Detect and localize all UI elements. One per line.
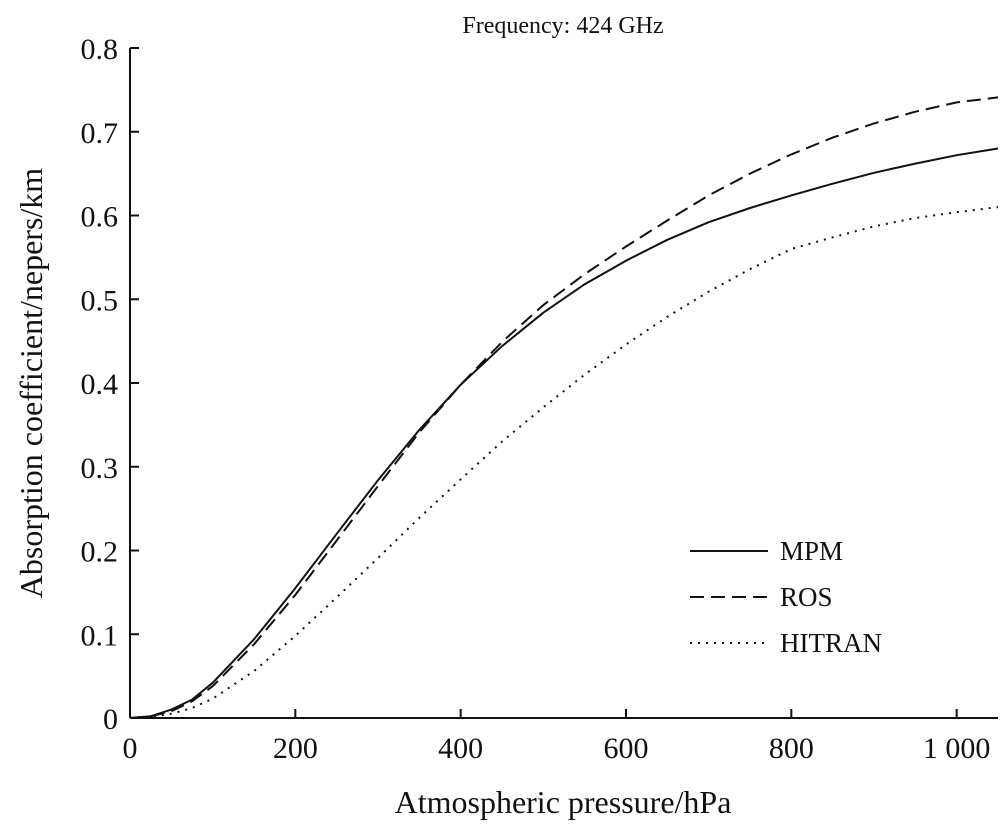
y-tick-label: 0.8 bbox=[81, 33, 119, 66]
x-axis-title: Atmospheric pressure/hPa bbox=[395, 784, 732, 820]
y-axis-title: Absorption coefficient/nepers/km bbox=[13, 168, 49, 599]
x-tick-label: 1 000 bbox=[923, 732, 991, 765]
y-tick-label: 0.2 bbox=[81, 536, 119, 569]
series-lines bbox=[129, 96, 999, 719]
legend-label-hitran: HITRAN bbox=[780, 628, 882, 658]
y-tick-label: 0.6 bbox=[81, 201, 119, 234]
axes bbox=[129, 48, 998, 719]
series-line-hitran bbox=[129, 206, 999, 719]
series-line-ros bbox=[129, 96, 999, 719]
y-axis-ticks: 0 0.1 0.2 0.3 0.4 0.5 0.6 0.7 0.8 bbox=[81, 33, 139, 736]
legend: MPM ROS HITRAN bbox=[690, 536, 882, 658]
x-tick-label: 0 bbox=[123, 732, 138, 765]
y-tick-label: 0.1 bbox=[81, 619, 119, 652]
legend-label-ros: ROS bbox=[780, 582, 833, 612]
x-tick-label: 600 bbox=[604, 732, 649, 765]
y-tick-label: 0 bbox=[103, 703, 118, 736]
series-line-mpm bbox=[129, 147, 999, 719]
legend-label-mpm: MPM bbox=[780, 536, 843, 566]
x-tick-label: 400 bbox=[438, 732, 483, 765]
chart-title: Frequency: 424 GHz bbox=[462, 13, 663, 39]
y-tick-label: 0.5 bbox=[81, 284, 119, 317]
x-tick-label: 200 bbox=[273, 732, 318, 765]
y-tick-label: 0.7 bbox=[81, 117, 119, 150]
x-tick-label: 800 bbox=[769, 732, 814, 765]
y-tick-label: 0.4 bbox=[81, 368, 119, 401]
y-tick-label: 0.3 bbox=[81, 452, 119, 485]
x-axis-ticks: 0 200 400 600 800 1 000 bbox=[123, 709, 991, 765]
